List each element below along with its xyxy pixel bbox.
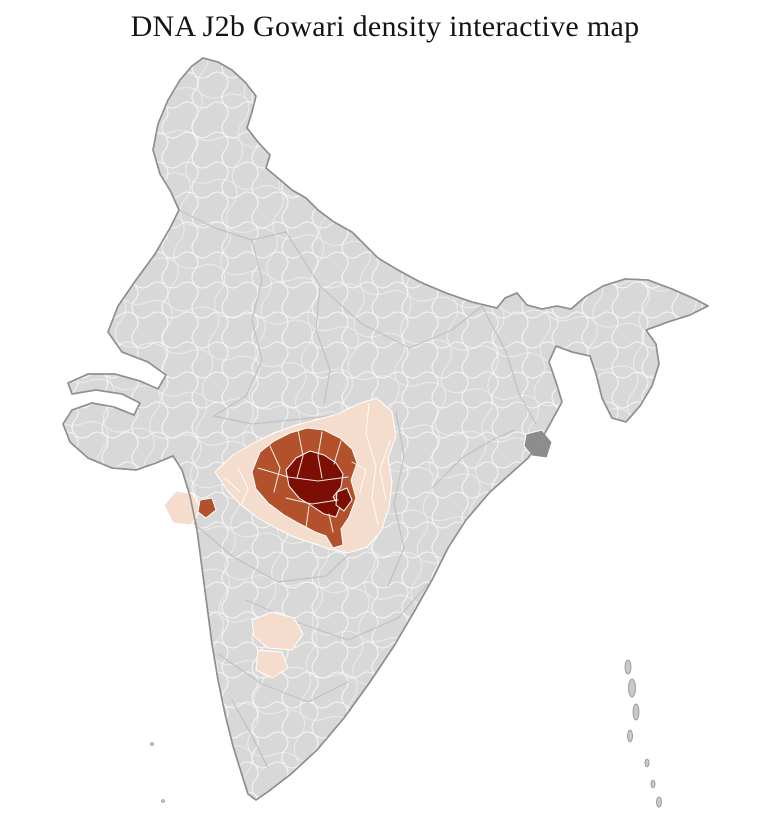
state-boundary-line [213,239,263,417]
state-boundary-line [431,429,515,489]
island[interactable] [656,796,662,808]
island[interactable] [650,779,656,789]
district-line [305,505,310,529]
district-line [224,477,241,493]
density-districts[interactable] [163,397,397,679]
district-low-density-south-1[interactable] [251,611,304,651]
district-line [257,467,349,482]
district-line [379,439,391,501]
island[interactable] [150,742,154,746]
district-line [237,467,249,505]
district-line [351,461,367,493]
district-high-density-east[interactable] [335,487,353,512]
district-line [285,497,339,505]
state-boundary-line [178,209,287,241]
state-boundary-line [285,231,483,349]
district-medium-density-west[interactable] [197,497,217,519]
page-title: DNA J2b Gowari density interactive map [130,10,640,43]
district-line [365,403,379,525]
island[interactable] [632,703,640,721]
island[interactable] [627,729,633,743]
district-line [328,513,334,533]
island[interactable] [644,758,650,768]
island[interactable] [628,678,636,698]
state-boundary-line [189,519,357,583]
district-low-density-south-2[interactable] [255,649,289,679]
district-line [317,431,323,479]
cluster-district-lines [224,403,391,533]
island[interactable] [161,799,165,803]
state-boundary-line [231,699,269,769]
district-line [269,445,281,493]
district-line [296,429,304,479]
state-boundaries [178,209,537,769]
lakshadweep-islands[interactable] [150,742,165,803]
state-boundary-line [481,305,537,425]
andaman-nicobar-islands[interactable] [624,659,662,808]
district-line [333,440,342,465]
state-boundary-line [315,285,331,405]
state-boundary-line [217,653,349,703]
island[interactable] [624,659,632,675]
state-boundary-line [387,411,405,587]
